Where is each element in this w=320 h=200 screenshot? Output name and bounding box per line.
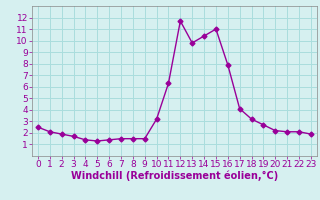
X-axis label: Windchill (Refroidissement éolien,°C): Windchill (Refroidissement éolien,°C) <box>71 171 278 181</box>
